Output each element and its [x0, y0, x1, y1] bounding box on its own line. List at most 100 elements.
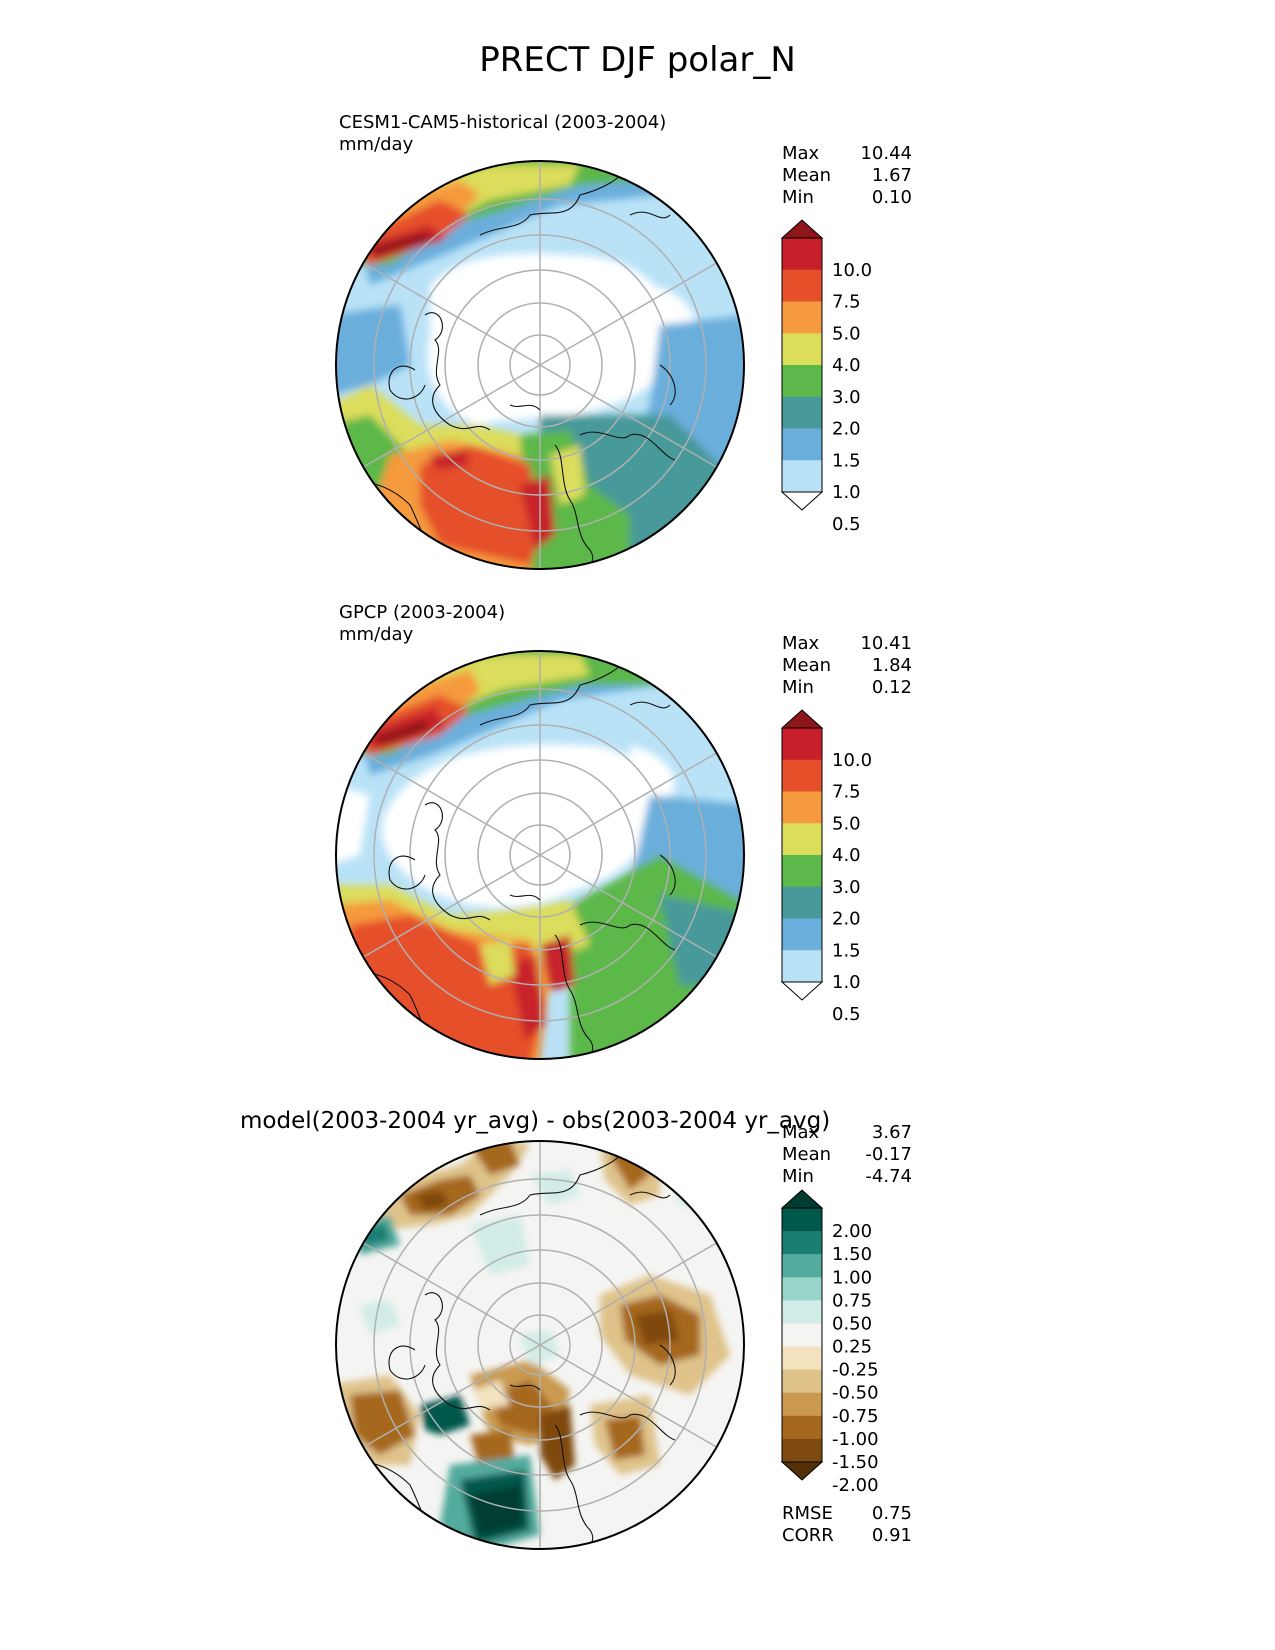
- precip-region: [381, 744, 657, 908]
- stat-mean-value: 1.84: [871, 655, 912, 676]
- diff-region: [540, 1405, 575, 1480]
- stat-max-label: Max: [782, 1122, 820, 1143]
- colorbar-tick-label: 2.0: [832, 909, 861, 930]
- colorbar-tick-label: 1.5: [832, 940, 861, 961]
- diff-region: [470, 1215, 530, 1275]
- colorbar-tick-label: 2.0: [832, 419, 861, 440]
- panel-3-colorbar: -2.00-1.50-1.00-0.75-0.50-0.250.25 0.500.…: [780, 1189, 879, 1496]
- stat-min-label: Min: [782, 1166, 814, 1187]
- colorbar-segment: [782, 728, 822, 761]
- colorbar-frame: [781, 1207, 823, 1463]
- precip-region: [630, 745, 675, 805]
- colorbar-tick-label: 5.0: [832, 323, 861, 344]
- corr-value: 0.91: [871, 1525, 912, 1546]
- diff-region: [415, 1190, 450, 1210]
- colorbar-tick-label: 3.0: [832, 877, 861, 898]
- colorbar-extend-min: [780, 981, 824, 1001]
- colorbar-extend-max: [780, 709, 824, 729]
- panel-1-stats: Max 10.44 Mean 1.67 Min 0.10: [782, 143, 912, 209]
- panel-1-title: CESM1-CAM5-historical (2003-2004) mm/day: [339, 112, 666, 156]
- colorbar-frame: [781, 237, 823, 493]
- colorbar-tick-label: -0.50: [832, 1383, 879, 1404]
- colorbar-extend-min: [780, 491, 824, 511]
- colorbar-tick-label: -0.75: [832, 1406, 879, 1427]
- colorbar-segment: [782, 823, 822, 856]
- diff-region: [350, 1390, 415, 1455]
- map-boundary: [335, 1140, 745, 1550]
- rmse-label: RMSE: [782, 1503, 833, 1524]
- precip-region: [427, 253, 672, 425]
- colorbar-segment: [782, 950, 822, 983]
- panel-3-map: [335, 1140, 745, 1550]
- precip-region: [540, 935, 575, 990]
- colorbar-segment: [782, 1438, 822, 1463]
- colorbar-tick-label: 0.50: [832, 1313, 872, 1334]
- colorbar-segment: [782, 1208, 822, 1232]
- colorbar-segment: [782, 1231, 822, 1255]
- colorbar-tick-label: 5.0: [832, 813, 861, 834]
- diff-region: [475, 1380, 510, 1410]
- colorbar-segment: [782, 1254, 822, 1278]
- precip-region: [420, 445, 540, 565]
- colorbar-extend-min: [780, 1461, 824, 1481]
- stat-mean-value: -0.17: [865, 1144, 912, 1165]
- colorbar-tick-label: -1.50: [832, 1452, 879, 1473]
- colorbar-extend-max: [780, 219, 824, 239]
- colorbar-tick-label: 7.5: [832, 292, 861, 313]
- stat-mean-label: Mean: [782, 655, 832, 676]
- colorbar-segment: [782, 238, 822, 271]
- diff-region: [470, 1485, 522, 1535]
- colorbar-tick-label: 2.00: [832, 1221, 872, 1242]
- colorbar-tick-label: 10.0: [832, 260, 872, 281]
- panel-2-title: GPCP (2003-2004) mm/day: [339, 602, 505, 646]
- panel-3-metrics: RMSE 0.75 CORR 0.91: [782, 1503, 912, 1547]
- diff-region: [490, 1380, 555, 1435]
- graticule: [359, 1141, 721, 1549]
- colorbar-segment: [782, 791, 822, 824]
- diff-region: [605, 1415, 645, 1460]
- colorbar-segment: [782, 855, 822, 888]
- stat-min-value: 0.12: [871, 677, 912, 698]
- precip-region: [430, 450, 470, 470]
- stat-max-value: 10.44: [860, 143, 912, 164]
- rmse-value: 0.75: [871, 1503, 912, 1524]
- stat-min-value: 0.10: [871, 187, 912, 208]
- colorbar-tick-label: 7.5: [832, 782, 861, 803]
- colorbar-segment: [782, 333, 822, 366]
- colorbar-tick-label: -2.00: [832, 1475, 879, 1496]
- stat-max-label: Max: [782, 633, 820, 654]
- colorbar-tick-label: 4.0: [832, 845, 861, 866]
- colorbar-tick-label: 1.50: [832, 1244, 872, 1265]
- panel-1-map: [335, 160, 745, 570]
- colorbar-extend-max: [780, 1189, 824, 1209]
- panel-2-title-line1: GPCP (2003-2004): [339, 602, 506, 623]
- colorbar-tick-label: 0.5: [832, 1004, 861, 1025]
- panel-1-title-line1: CESM1-CAM5-historical (2003-2004): [339, 112, 667, 133]
- colorbar-tick-label: 4.0: [832, 355, 861, 376]
- stat-mean-label: Mean: [782, 1144, 832, 1165]
- diff-region: [635, 1310, 680, 1345]
- panel-3-title: model(2003-2004 yr_avg) - obs(2003-2004 …: [240, 1108, 831, 1134]
- stat-min-label: Min: [782, 187, 814, 208]
- colorbar-tick-label: 0.5: [832, 514, 861, 535]
- panel-2-units: mm/day: [339, 624, 414, 645]
- stat-max-value: 3.67: [871, 1122, 912, 1143]
- colorbar-tick-label: 1.5: [832, 450, 861, 471]
- graticule: [359, 651, 721, 1059]
- map-boundary: [335, 160, 745, 570]
- colorbar-tick-label: 3.0: [832, 387, 861, 408]
- colorbar-segment: [782, 396, 822, 429]
- stat-min-value: -4.74: [865, 1166, 912, 1187]
- panel-3-stats: Max 3.67 Mean -0.17 Min -4.74: [782, 1122, 912, 1188]
- panel-2-map: [335, 650, 745, 1060]
- precip-region: [510, 955, 545, 1040]
- colorbar-tick-label: 0.75: [832, 1290, 872, 1311]
- colorbar-tick-label: -0.25: [832, 1360, 879, 1381]
- colorbar-segment: [782, 918, 822, 951]
- colorbar-tick-label: 1.0: [832, 482, 861, 503]
- panel-1-colorbar: 0.5 1.0 1.5 2.0 3.0 4.0 5.0 7.5 10.0: [780, 219, 872, 535]
- colorbar-segment: [782, 269, 822, 302]
- colorbar-segment: [782, 1392, 822, 1417]
- colorbar-segment: [782, 460, 822, 493]
- colorbar-segment: [782, 759, 822, 792]
